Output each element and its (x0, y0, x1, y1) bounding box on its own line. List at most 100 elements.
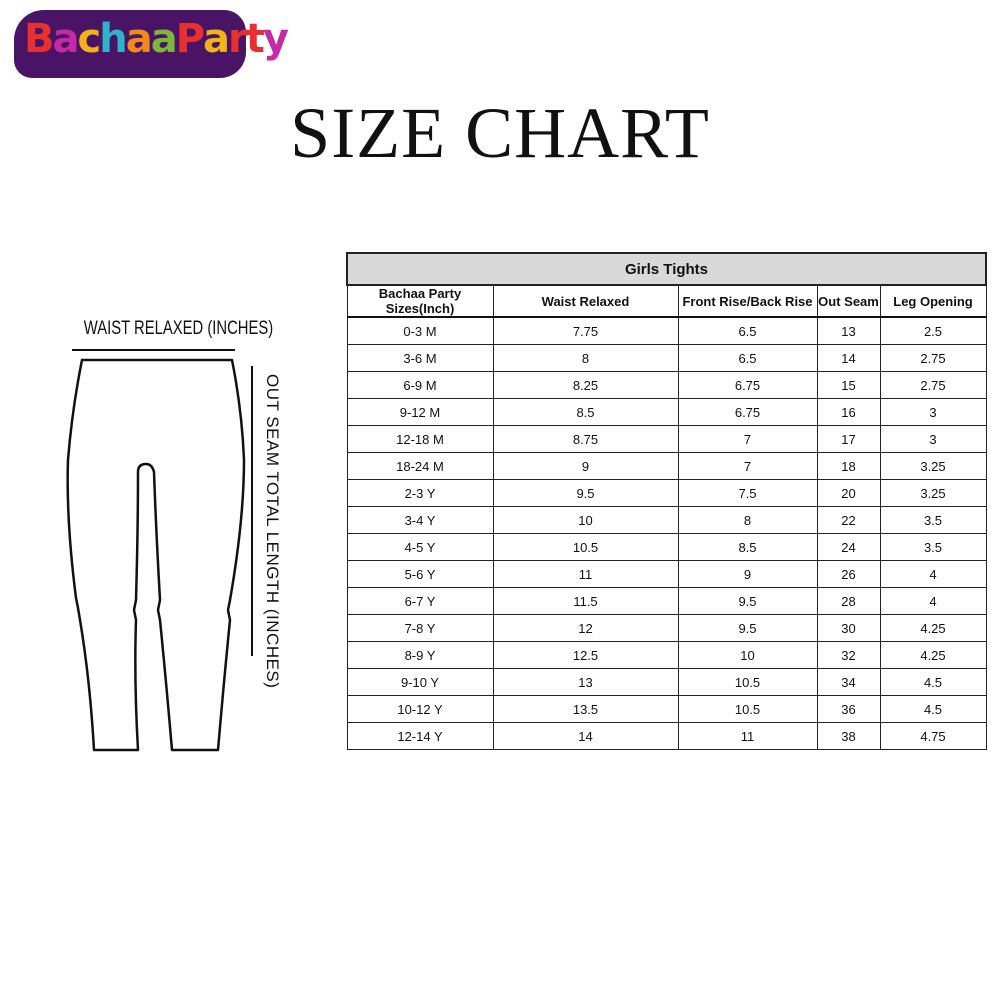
table-row: 3-6 M 8 6.5 14 2.75 (346, 344, 987, 372)
waist-measure-line (72, 349, 235, 351)
table-cell: 11.5 (492, 587, 679, 615)
table-row: 9-12 M 8.5 6.75 16 3 (346, 398, 987, 426)
table-cell: 10.5 (492, 533, 679, 561)
table-cell: 38 (816, 722, 881, 750)
logo-letter: c (77, 16, 102, 62)
table-row: 8-9 Y 12.5 10 32 4.25 (346, 641, 987, 669)
table-cell: 17 (816, 425, 881, 453)
table-cell: 12 (492, 614, 679, 642)
waist-label: WAIST RELAXED (INCHES) (83, 318, 274, 339)
leggings-outline (66, 358, 246, 752)
table-cell: 3-4 Y (346, 506, 494, 534)
table-cell: 4.75 (879, 722, 987, 750)
table-row: 12-14 Y 14 11 38 4.75 (346, 722, 987, 750)
table-cell: 7 (677, 452, 818, 480)
table-cell: 8.5 (492, 398, 679, 426)
table-cell: 4-5 Y (346, 533, 494, 561)
table-cell: 5-6 Y (346, 560, 494, 588)
table-cell: 9.5 (677, 614, 818, 642)
table-cell: 12-14 Y (346, 722, 494, 750)
table-row: 5-6 Y 11 9 26 4 (346, 560, 987, 588)
table-cell: 11 (677, 722, 818, 750)
logo-letter: t (245, 16, 265, 62)
table-cell: 2.75 (879, 371, 987, 399)
logo-letter: P (175, 16, 205, 62)
table-row: 4-5 Y 10.5 8.5 24 3.5 (346, 533, 987, 561)
column-header: Bachaa Party Sizes(Inch) (346, 284, 494, 318)
table-row: 2-3 Y 9.5 7.5 20 3.25 (346, 479, 987, 507)
table-cell: 8-9 Y (346, 641, 494, 669)
table-cell: 3 (879, 398, 987, 426)
table-row: 6-9 M 8.25 6.75 15 2.75 (346, 371, 987, 399)
table-cell: 26 (816, 560, 881, 588)
table-cell: 2.5 (879, 316, 987, 345)
table-cell: 24 (816, 533, 881, 561)
table-caption: Girls Tights (346, 252, 987, 286)
table-cell: 9 (677, 560, 818, 588)
table-cell: 7.75 (492, 316, 679, 345)
table-cell: 12-18 M (346, 425, 494, 453)
table-cell: 16 (816, 398, 881, 426)
table-cell: 10 (677, 641, 818, 669)
table-cell: 6-7 Y (346, 587, 494, 615)
table-cell: 12.5 (492, 641, 679, 669)
table-cell: 7.5 (677, 479, 818, 507)
table-cell: 6.5 (677, 316, 818, 345)
table-cell: 6-9 M (346, 371, 494, 399)
leggings-illustration (66, 358, 246, 752)
table-cell: 2.75 (879, 344, 987, 372)
seam-measure-line (251, 366, 253, 656)
logo-letter: h (99, 16, 128, 62)
size-table: Girls Tights Bachaa Party Sizes(Inch) Wai… (346, 252, 987, 750)
table-cell: 8.75 (492, 425, 679, 453)
table-cell: 8.5 (677, 533, 818, 561)
column-header: Front Rise/Back Rise (677, 284, 818, 318)
table-row: 7-8 Y 12 9.5 30 4.25 (346, 614, 987, 642)
table-row: 3-4 Y 10 8 22 3.5 (346, 506, 987, 534)
table-cell: 4.5 (879, 668, 987, 696)
logo-letter: y (262, 16, 289, 62)
table-cell: 9-12 M (346, 398, 494, 426)
table-cell: 6.5 (677, 344, 818, 372)
table-cell: 3 (879, 425, 987, 453)
table-cell: 10 (492, 506, 679, 534)
table-cell: 14 (816, 344, 881, 372)
table-cell: 11 (492, 560, 679, 588)
table-cell: 6.75 (677, 371, 818, 399)
table-cell: 10-12 Y (346, 695, 494, 723)
table-cell: 3-6 M (346, 344, 494, 372)
table-cell: 3.25 (879, 452, 987, 480)
table-cell: 3.5 (879, 506, 987, 534)
logo-letter: a (203, 16, 230, 62)
table-cell: 9.5 (492, 479, 679, 507)
table-cell: 4.25 (879, 614, 987, 642)
logo-letter: a (150, 16, 178, 62)
table-cell: 14 (492, 722, 679, 750)
seam-label: OUT SEAM TOTAL LENGTH (INCHES) (263, 374, 282, 689)
table-cell: 7 (677, 425, 818, 453)
table-cell: 4 (879, 560, 987, 588)
table-cell: 3.25 (879, 479, 987, 507)
logo-letter: r (228, 16, 248, 62)
table-cell: 20 (816, 479, 881, 507)
table-row: 10-12 Y 13.5 10.5 36 4.5 (346, 695, 987, 723)
table-cell: 10.5 (677, 695, 818, 723)
table-cell: 6.75 (677, 398, 818, 426)
table-cell: 13.5 (492, 695, 679, 723)
brand-logo: BachaaParty (14, 10, 289, 78)
column-header: Leg Opening (879, 284, 987, 318)
logo-letter: a (125, 16, 153, 62)
table-cell: 13 (816, 316, 881, 345)
table-cell: 4.5 (879, 695, 987, 723)
table-cell: 10.5 (677, 668, 818, 696)
table-cell: 34 (816, 668, 881, 696)
column-header: Waist Relaxed (492, 284, 679, 318)
table-cell: 9 (492, 452, 679, 480)
logo-text: BachaaParty (24, 16, 289, 62)
table-cell: 9.5 (677, 587, 818, 615)
column-header: Out Seam (816, 284, 881, 318)
logo-letter: a (52, 16, 80, 62)
logo-background (14, 10, 246, 78)
table-cell: 36 (816, 695, 881, 723)
